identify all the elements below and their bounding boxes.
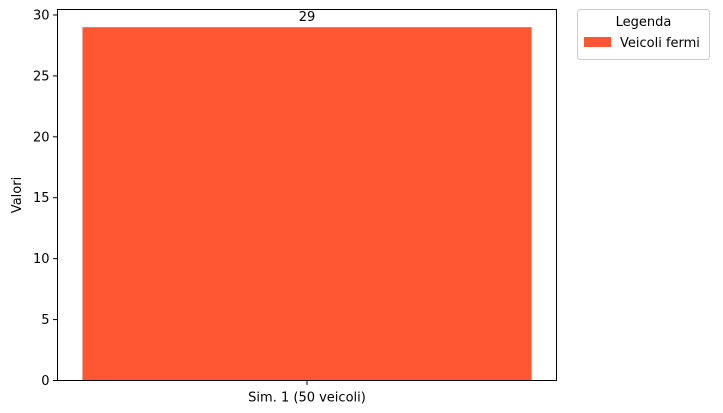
bars-group	[82, 27, 532, 381]
bar-data-label: 29	[299, 10, 316, 25]
y-tick-label: 30	[33, 8, 50, 23]
legend-title: Legenda	[616, 15, 672, 30]
legend: Legenda Veicoli fermi	[577, 9, 710, 60]
legend-swatch	[584, 37, 611, 47]
y-tick-label: 10	[33, 252, 50, 267]
y-tick-label: 25	[33, 69, 50, 84]
y-tick-label: 20	[33, 130, 50, 145]
y-tick-label: 15	[33, 191, 50, 206]
y-axis-label: Valori	[10, 177, 25, 213]
x-axis-ticks: Sim. 1 (50 veicoli)	[248, 380, 366, 406]
y-tick-label: 0	[41, 374, 49, 389]
y-tick-label: 5	[41, 313, 49, 328]
data-labels-group: 29	[299, 10, 316, 25]
x-tick-label: Sim. 1 (50 veicoli)	[248, 391, 366, 406]
legend-entry-label: Veicoli fermi	[620, 36, 700, 51]
bar	[82, 27, 532, 381]
y-axis-ticks: 0 5 10 15 20 25 30	[33, 8, 58, 389]
plot-frame	[57, 9, 557, 381]
